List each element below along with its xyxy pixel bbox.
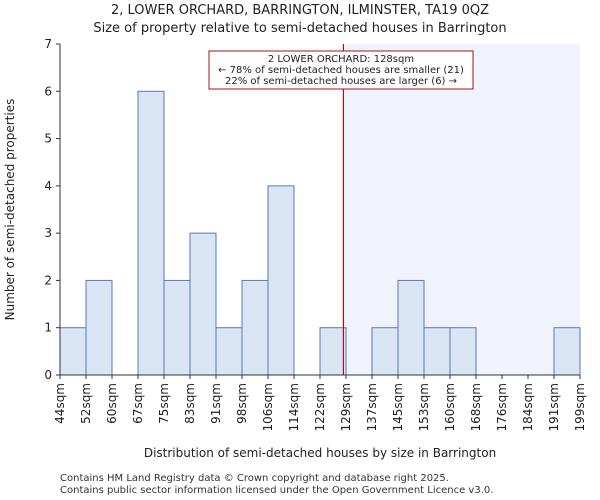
x-tick-label: 191sqm — [547, 383, 561, 431]
x-tick-label: 153sqm — [417, 383, 431, 431]
histogram-bar — [215, 327, 243, 376]
x-tick-label: 168sqm — [469, 383, 483, 431]
x-tick-label: 145sqm — [391, 383, 405, 431]
annotation-line: 2 LOWER ORCHARD: 128sqm — [268, 54, 414, 65]
x-tick-label: 52sqm — [79, 383, 93, 424]
x-tick-label: 114sqm — [287, 383, 301, 431]
larger-region-shade — [343, 44, 580, 375]
y-tick-label: 2 — [44, 273, 52, 287]
y-tick-label: 7 — [44, 37, 52, 51]
x-tick-label: 83sqm — [183, 383, 197, 424]
histogram-bar — [423, 327, 451, 376]
annotation-line: 22% of semi-detached houses are larger (… — [225, 76, 457, 87]
x-tick-label: 91sqm — [209, 383, 223, 424]
x-tick-label: 199sqm — [573, 383, 587, 431]
chart-title: 2, LOWER ORCHARD, BARRINGTON, ILMINSTER,… — [110, 3, 490, 18]
x-tick-label: 176sqm — [495, 383, 509, 431]
histogram-bar — [319, 327, 347, 376]
x-tick-label: 160sqm — [443, 383, 457, 431]
y-tick-label: 0 — [44, 368, 52, 382]
x-tick-label: 137sqm — [365, 383, 379, 431]
histogram-bar — [397, 279, 425, 376]
footer-line-2: Contains public sector information licen… — [60, 485, 494, 496]
histogram-bar — [449, 327, 477, 376]
annotation-line: ← 78% of semi-detached houses are smalle… — [218, 65, 464, 76]
histogram-bar — [85, 279, 113, 376]
x-tick-label: 75sqm — [157, 383, 171, 424]
y-tick-label: 6 — [44, 84, 52, 98]
x-axis-label: Distribution of semi-detached houses by … — [144, 446, 496, 460]
footer-line-1: Contains HM Land Registry data © Crown c… — [60, 473, 449, 484]
histogram-bar — [267, 185, 295, 376]
histogram-bar — [371, 327, 399, 376]
histogram-bar — [137, 90, 165, 376]
x-tick-label: 60sqm — [105, 383, 119, 424]
y-axis-label: Number of semi-detached properties — [3, 99, 17, 321]
histogram-bar — [189, 232, 217, 376]
x-tick-label: 44sqm — [53, 383, 67, 424]
y-tick-label: 1 — [44, 321, 52, 335]
y-tick-label: 3 — [44, 226, 52, 240]
histogram-bar — [241, 279, 269, 376]
x-tick-label: 67sqm — [131, 383, 145, 424]
x-tick-label: 184sqm — [521, 383, 535, 431]
y-tick-label: 5 — [44, 132, 52, 146]
x-tick-label: 122sqm — [313, 383, 327, 431]
chart-subtitle: Size of property relative to semi-detach… — [93, 21, 507, 36]
x-tick-label: 129sqm — [339, 383, 353, 431]
chart: 0 1 2 3 4 5 6 7 44sqm 52sqm 60sqm 67sqm 75sqm 83sqm 91… — [3, 37, 587, 460]
x-tick-label: 106sqm — [261, 383, 275, 431]
y-tick-label: 4 — [44, 179, 52, 193]
histogram-bar — [553, 327, 581, 376]
annotation-box — [208, 50, 474, 90]
x-tick-label: 98sqm — [235, 383, 249, 424]
histogram-bar — [59, 327, 87, 376]
histogram-bar — [163, 279, 191, 376]
